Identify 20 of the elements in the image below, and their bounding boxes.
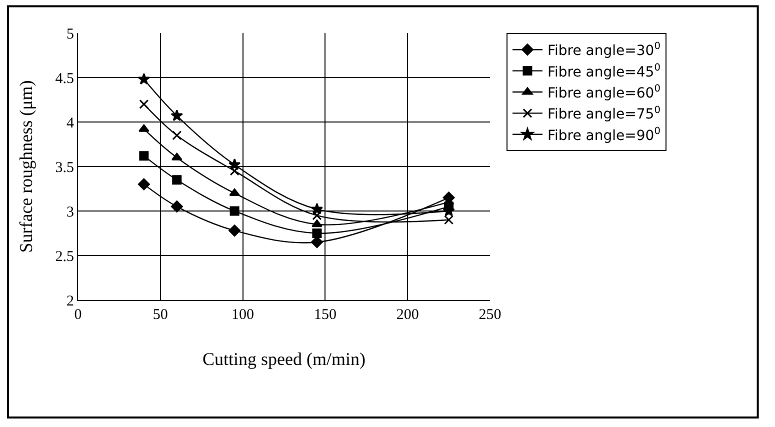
y-tick-label: 2.5	[55, 248, 74, 265]
x-tick-label: 200	[396, 307, 419, 323]
y-tick-label: 5	[66, 26, 74, 42]
y-tick-label: 2	[66, 293, 74, 310]
legend-label: Fibre angle=45$^{0}$	[547, 62, 660, 80]
x-tick-label: 0	[74, 307, 82, 323]
x-tick-label: 250	[478, 307, 502, 323]
x-axis-title: Cutting speed (m/min)	[202, 349, 366, 370]
legend-label: Fibre angle=30$^{0}$	[547, 41, 660, 60]
y-tick-label: 4.5	[55, 70, 74, 87]
legend-label: Fibre angle=90$^{0}$	[547, 126, 660, 144]
y-tick-label: 4	[66, 115, 74, 132]
y-axis-title: Surface roughness (μm)	[16, 80, 36, 253]
legend-label: Fibre angle=60$^{0}$	[547, 84, 660, 102]
y-tick-label: 3.5	[55, 160, 74, 176]
y-tick-label: 3	[66, 204, 74, 220]
x-tick-label: 150	[314, 307, 336, 323]
legend-label: Fibre angle=75$^{0}$	[547, 104, 660, 123]
x-tick-label: 50	[152, 307, 168, 323]
x-tick-label: 100	[232, 307, 254, 323]
